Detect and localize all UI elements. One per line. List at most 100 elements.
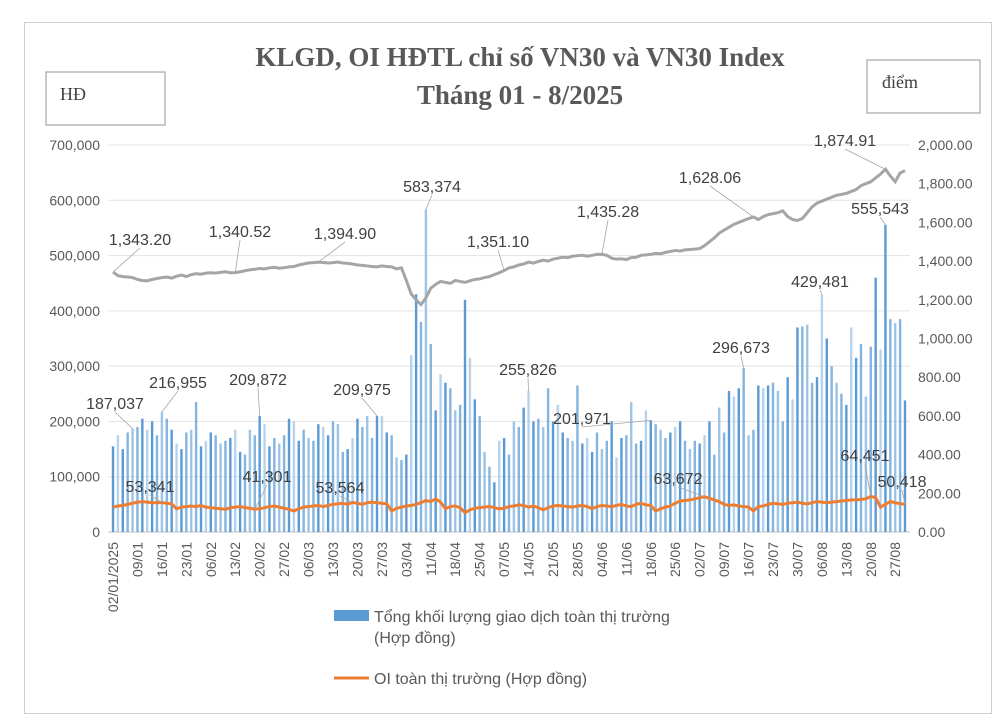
volume-bar [287,418,291,532]
data-label: 555,543 [851,201,909,218]
x-axis-tick-label: 23/01 [178,542,194,577]
volume-bar [258,415,261,532]
x-axis-tick-label: 13/08 [838,542,854,577]
data-label-leader [527,377,529,391]
volume-bar [864,396,868,532]
data-label-leader [112,247,141,273]
volume-bar [600,449,604,532]
volume-bar [703,435,706,532]
volume-bar [370,438,374,532]
data-label: 63,672 [654,471,703,488]
data-label-leader [339,495,353,503]
right-axis-tick-label: 1,400.00 [918,253,973,269]
data-label-leader [864,463,872,497]
left-axis-tick-label: 600,000 [49,192,100,208]
volume-bar [674,426,677,532]
right-axis-unit: điểm [882,72,918,92]
data-label-leader [879,216,886,226]
volume-bar [214,435,217,532]
volume-bar [659,429,662,532]
volume-bar [869,346,872,532]
data-label: 209,872 [229,372,287,389]
legend-swatch-volume [334,610,369,621]
volume-bar [542,426,545,532]
data-label-leader [149,494,163,503]
right-axis-tick-label: 1,800.00 [918,176,973,192]
volume-bar [669,432,672,532]
volume-bar [463,299,467,532]
series-lines [112,166,906,515]
data-label-leader [497,249,505,271]
volume-bar [551,421,555,532]
volume-bar [752,429,755,532]
volume-bar [405,454,408,532]
volume-bar [312,440,315,532]
data-labels: 187,037 216,955 209,872 209,975 583,374 255,8… [86,133,927,510]
volume-bar [708,421,711,532]
volume-bar [527,390,530,532]
left-axis-tick-label: 100,000 [49,469,100,485]
x-axis-tick-label: 21/05 [545,542,561,577]
volume-bar [419,321,423,532]
volume-bar [229,438,232,532]
oi-line [112,494,906,515]
right-axis-tick-label: 600.00 [918,408,961,424]
volume-bar [150,421,154,532]
volume-bar [747,435,750,532]
volume-bar [336,424,340,532]
x-axis-tick-label: 06/03 [301,542,317,577]
data-label: 53,341 [126,479,175,496]
volume-bar [155,435,159,532]
volume-bar [845,404,848,532]
volume-bar [414,294,418,532]
volume-bar [380,415,384,532]
x-axis-tick-label: 04/06 [594,542,610,577]
volume-bar [199,446,203,532]
right-axis-tick-label: 400.00 [918,447,961,463]
x-axis-tick-label: 09/01 [129,542,145,577]
volume-bar [718,407,721,532]
left-axis-tick-label: 400,000 [49,303,100,319]
volume-bar [693,440,696,532]
data-label-leader [425,194,433,210]
volume-bar [204,440,208,532]
data-label: 1,435.28 [577,204,639,221]
volume-bar [224,440,227,532]
volume-bar [732,396,736,532]
volume-bar [458,404,462,532]
x-axis-tick-label: 11/04 [423,542,439,576]
volume-bar [835,382,838,532]
volume-bar [664,438,667,532]
volume-bar [630,402,633,532]
volume-bar [898,319,902,532]
volume-bar [903,400,907,532]
volume-bar [175,443,178,532]
volume-bar [884,224,887,533]
left-axis-tick-label: 700,000 [49,137,100,153]
volume-bar [854,357,858,532]
data-label-leader [114,411,133,429]
volume-bar [825,338,828,532]
x-axis-tick-label: 07/05 [496,542,512,577]
x-axis-tick-label: 18/04 [447,542,463,577]
volume-bar [644,410,648,532]
right-axis-tick-label: 1,600.00 [918,214,973,230]
x-axis-tick-label: 13/03 [325,542,341,577]
axis-ticks: 0 100,000 200,000 300,000 400,000 500,000 600,… [49,137,972,612]
data-label-leader [234,239,241,273]
volume-bar [121,449,124,532]
data-label: 1,628.06 [679,170,741,187]
data-label-leader [318,241,346,263]
volume-bar [605,440,608,532]
volume-bar [273,438,276,532]
data-label-leader [740,355,745,369]
volume-bar [727,391,731,532]
volume-bar [678,421,682,532]
data-label: 201,971 [553,411,611,428]
volume-bar [522,407,525,532]
volume-bar [488,466,491,532]
volume-bar [356,418,359,532]
volume-bar [375,415,379,532]
volume-bar [688,449,692,532]
data-label: 209,975 [333,382,391,399]
